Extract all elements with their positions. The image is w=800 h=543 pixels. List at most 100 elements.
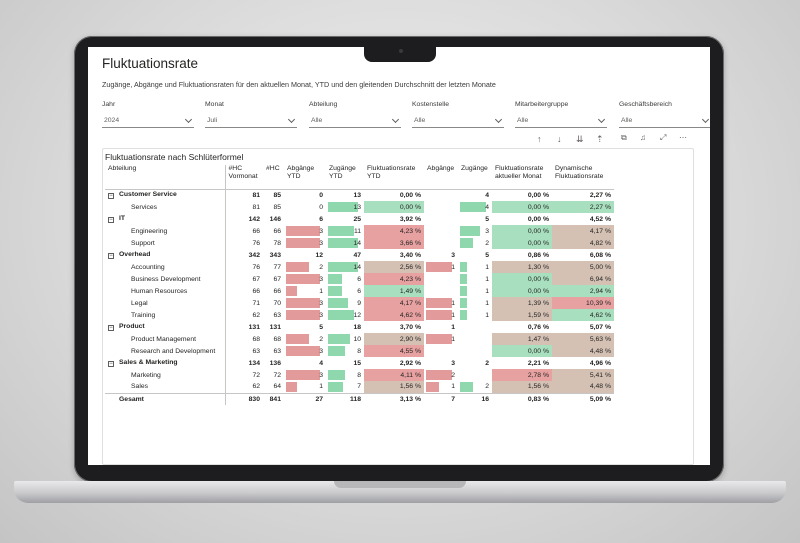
slicer-label: Mitarbeitergruppe — [515, 101, 569, 108]
header-abteilung[interactable]: Abteilung — [105, 165, 226, 190]
slicer-monat[interactable]: Monat Juli — [205, 101, 297, 128]
cell-hc: 841 — [263, 392, 284, 405]
slicer-dropdown[interactable]: Alle — [412, 114, 504, 128]
slicer-dropdown[interactable]: 2024 — [102, 114, 194, 128]
matrix-group-row[interactable]: − Product 131 131 5 18 3,70 % 1 0,76 % 5,07 % — [105, 321, 614, 333]
cell-zug: 5 — [458, 213, 492, 225]
header-abgaenge-ytd[interactable]: Abgänge YTD — [284, 165, 326, 190]
cell-value: 76 — [252, 239, 260, 247]
matrix-row[interactable]: Business Development 67 67 3 6 4,23 % 1 0,00 % 6… — [105, 273, 614, 285]
matrix-group-row[interactable]: − Sales & Marketing 134 136 4 15 2,92 % 3 2 2,21 … — [105, 357, 614, 369]
header-fluktuationsrate-ytd[interactable]: Fluktuationsrate YTD — [364, 165, 424, 190]
arrow-up-icon[interactable]: ↑ — [537, 134, 542, 144]
slicer-dropdown[interactable]: Juli — [205, 114, 297, 128]
cell-abteilung[interactable]: − Overhead — [105, 249, 226, 261]
matrix-row[interactable]: Accounting 76 77 2 14 2,56 % 1 1 1,30 % 5,00 % — [105, 261, 614, 273]
slicer-jahr[interactable]: Jahr 2024 — [102, 101, 194, 128]
expand-hierarchy-icon[interactable]: ⇡ — [596, 134, 604, 144]
cell-value: 0,00 % — [527, 191, 549, 199]
matrix-row[interactable]: Services 81 85 0 13 0,00 % 4 0,00 % 2,27 % — [105, 201, 614, 213]
matrix-group-row[interactable]: − Overhead 342 343 12 47 3,40 % 3 5 0,86 % 6,08 % — [105, 249, 614, 261]
collapse-icon[interactable]: − — [108, 361, 114, 367]
matrix-row[interactable]: Legal 71 70 3 9 4,17 % 1 1 1,39 % 10,39 % — [105, 297, 614, 309]
cell-value: 2 — [485, 383, 489, 391]
header-dynamische-fluktuationsrate[interactable]: Dynamische Fluktuationsrate — [552, 165, 614, 190]
cell-abteilung[interactable]: − IT — [105, 213, 226, 225]
collapse-icon[interactable]: − — [108, 217, 114, 223]
slicer-dropdown[interactable]: Alle — [619, 114, 710, 128]
header-abgaenge[interactable]: Abgänge — [424, 165, 458, 190]
matrix-row[interactable]: Human Resources 66 66 1 6 1,49 % 1 0,00 % 2,94 % — [105, 285, 614, 297]
cell-zug-ytd: 7 — [326, 381, 364, 393]
cell-abteilung[interactable]: Business Development — [105, 273, 226, 285]
cell-abteilung[interactable]: Support — [105, 237, 226, 249]
cell-hc-prev: 342 — [225, 249, 263, 261]
row-label: Overhead — [119, 251, 151, 258]
slicer-geschaeftsbereich[interactable]: Geschäftsbereich Alle — [619, 101, 710, 128]
cell-value: 1,56 % — [399, 383, 421, 391]
collapse-icon[interactable]: − — [108, 253, 114, 259]
copy-icon[interactable]: ⧉ — [621, 133, 627, 142]
cell-value: 85 — [273, 203, 281, 211]
cell-abteilung[interactable]: Training — [105, 309, 226, 321]
cell-zug — [458, 345, 492, 357]
cell-hc-prev: 71 — [225, 297, 263, 309]
cell-value: 1 — [451, 299, 455, 307]
header-fluktuationsrate-monat[interactable]: Fluktuationsrate aktueller Monat — [492, 165, 552, 190]
arrow-down-icon[interactable]: ↓ — [557, 134, 562, 144]
matrix-row[interactable]: Sales 62 64 1 7 1,56 % 1 2 1,56 % 4,48 % — [105, 381, 614, 393]
matrix-visual[interactable]: Fluktuationsrate nach Schlüterformel Abt… — [102, 148, 694, 465]
cell-fr-month: 1,39 % — [492, 297, 552, 309]
header-hc-vormonat[interactable]: #HC Vormonat — [225, 165, 263, 190]
collapse-icon[interactable]: − — [108, 325, 114, 331]
cell-abg: 1 — [424, 333, 458, 345]
cell-abteilung[interactable]: Legal — [105, 297, 226, 309]
cell-abteilung[interactable]: Marketing — [105, 369, 226, 381]
slicer-dropdown[interactable]: Alle — [309, 114, 401, 128]
slicer-abteilung[interactable]: Abteilung Alle — [309, 101, 401, 128]
matrix-row[interactable]: Training 62 63 3 12 4,62 % 1 1 1,59 % 4,62 % — [105, 309, 614, 321]
slicer-label: Jahr — [102, 101, 116, 108]
slicer-mitarbeitergruppe[interactable]: Mitarbeitergruppe Alle — [515, 101, 607, 128]
matrix-row[interactable]: Product Management 68 68 2 10 2,90 % 1 1,47 % 5,… — [105, 333, 614, 345]
data-bar — [286, 334, 309, 344]
header-zugaenge-ytd[interactable]: Zugänge YTD — [326, 165, 364, 190]
cell-abteilung[interactable]: Sales — [105, 381, 226, 393]
cell-abteilung[interactable]: Research and Development — [105, 345, 226, 357]
cell-value: 2 — [451, 371, 455, 379]
cell-value: 4,17 % — [399, 299, 421, 307]
cell-dyn: 2,27 % — [552, 201, 614, 213]
cell-abg: 7 — [424, 392, 458, 405]
cell-abteilung[interactable]: Services — [105, 201, 226, 213]
slicer-dropdown[interactable]: Alle — [515, 114, 607, 128]
data-bar — [328, 346, 346, 356]
matrix-group-row[interactable]: − Customer Service 81 85 0 13 0,00 % 4 0,00 % 2,2… — [105, 189, 614, 201]
cell-abteilung[interactable]: Accounting — [105, 261, 226, 273]
cell-abteilung[interactable]: Gesamt — [105, 392, 226, 405]
matrix-row[interactable]: Research and Development 63 63 3 8 4,55 % 0,00… — [105, 345, 614, 357]
matrix-group-row[interactable]: − IT 142 146 6 25 3,92 % 5 0,00 % 4,52 % — [105, 213, 614, 225]
cell-abteilung[interactable]: Engineering — [105, 225, 226, 237]
matrix-total-row[interactable]: Gesamt 830 841 27 118 3,13 % 7 16 0,83 % 5,09 % — [105, 392, 614, 405]
cell-hc: 85 — [263, 201, 284, 213]
matrix-row[interactable]: Marketing 72 72 3 8 4,11 % 2 2,78 % 5,41 % — [105, 369, 614, 381]
header-hc[interactable]: #HC — [263, 165, 284, 190]
cell-abteilung[interactable]: Product Management — [105, 333, 226, 345]
more-options-icon[interactable]: ⋯ — [679, 133, 687, 142]
header-zugaenge[interactable]: Zugänge — [458, 165, 492, 190]
cell-abteilung[interactable]: − Customer Service — [105, 189, 226, 201]
cell-zug: 3 — [458, 225, 492, 237]
cell-value: 47 — [353, 251, 361, 259]
cell-abteilung[interactable]: Human Resources — [105, 285, 226, 297]
cell-value: 0,83 % — [527, 395, 549, 403]
data-bar — [460, 274, 467, 284]
matrix-row[interactable]: Engineering 66 66 3 11 4,23 % 3 0,00 % 4,17 % — [105, 225, 614, 237]
double-arrow-down-icon[interactable]: ⇊ — [576, 134, 584, 144]
matrix-row[interactable]: Support 76 78 3 14 3,66 % 2 0,00 % 4,82 % — [105, 237, 614, 249]
slicer-kostenstelle[interactable]: Kostenstelle Alle — [412, 101, 504, 128]
focus-mode-icon[interactable]: ⤢ — [660, 133, 667, 142]
bell-icon[interactable]: ♫ — [640, 133, 646, 142]
collapse-icon[interactable]: − — [108, 193, 114, 200]
cell-abteilung[interactable]: − Sales & Marketing — [105, 357, 226, 369]
cell-abteilung[interactable]: − Product — [105, 321, 226, 333]
